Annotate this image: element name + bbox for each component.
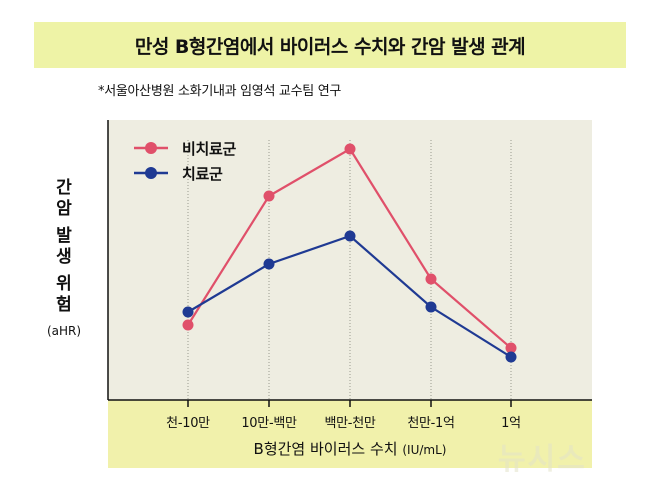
x-axis-title: B형간염 바이러스 수치 [253,440,398,458]
newsis-watermark: 뉴시스 [498,442,587,477]
y-label-char: 위 [56,274,72,294]
treated-series-point [263,258,275,270]
untreated-series-point [425,273,437,285]
x-tick-label: 천-10만 [166,416,210,431]
untreated-series-point [505,342,517,354]
treated-series-point [505,351,517,363]
y-label-char: 험 [56,295,72,315]
x-tick-label: 백만-천만 [324,416,376,431]
x-tick-label: 천만-1억 [407,416,455,431]
treated-series-point [425,301,437,313]
source-note: *서울아산병원 소화기내과 임영석 교수팀 연구 [98,84,342,99]
title-band: 만성 B형간염에서 바이러스 수치와 간암 발생 관계 [34,22,626,68]
legend-label-treated: 치료군 [182,165,223,183]
x-axis-band [108,400,592,468]
legend-marker-treated [145,167,157,179]
x-tick-label: 10만-백만 [241,416,297,431]
x-tick-label: 1억 [501,416,521,431]
x-axis-unit: (IU/mL) [402,443,447,457]
y-axis-unit: (aHR) [46,324,82,338]
x-axis-label: B형간염 바이러스 수치 (IU/mL) [254,438,447,459]
treated-series-point [182,306,194,318]
legend-label-untreated: 비치료군 [182,140,237,158]
y-label-char: 간 [56,178,72,198]
y-label-char: 발 [56,226,72,246]
untreated-series-point [263,190,275,202]
treated-series-point [344,230,356,242]
chart-title: 만성 B형간염에서 바이러스 수치와 간암 발생 관계 [134,35,526,58]
legend-marker-untreated [145,142,157,154]
y-axis-label: 간 암 발 생 위 험 (aHR) [46,178,82,338]
y-label-char: 암 [56,199,72,219]
untreated-series-point [344,143,356,155]
untreated-series-point [182,319,194,331]
y-label-char: 생 [56,247,72,267]
